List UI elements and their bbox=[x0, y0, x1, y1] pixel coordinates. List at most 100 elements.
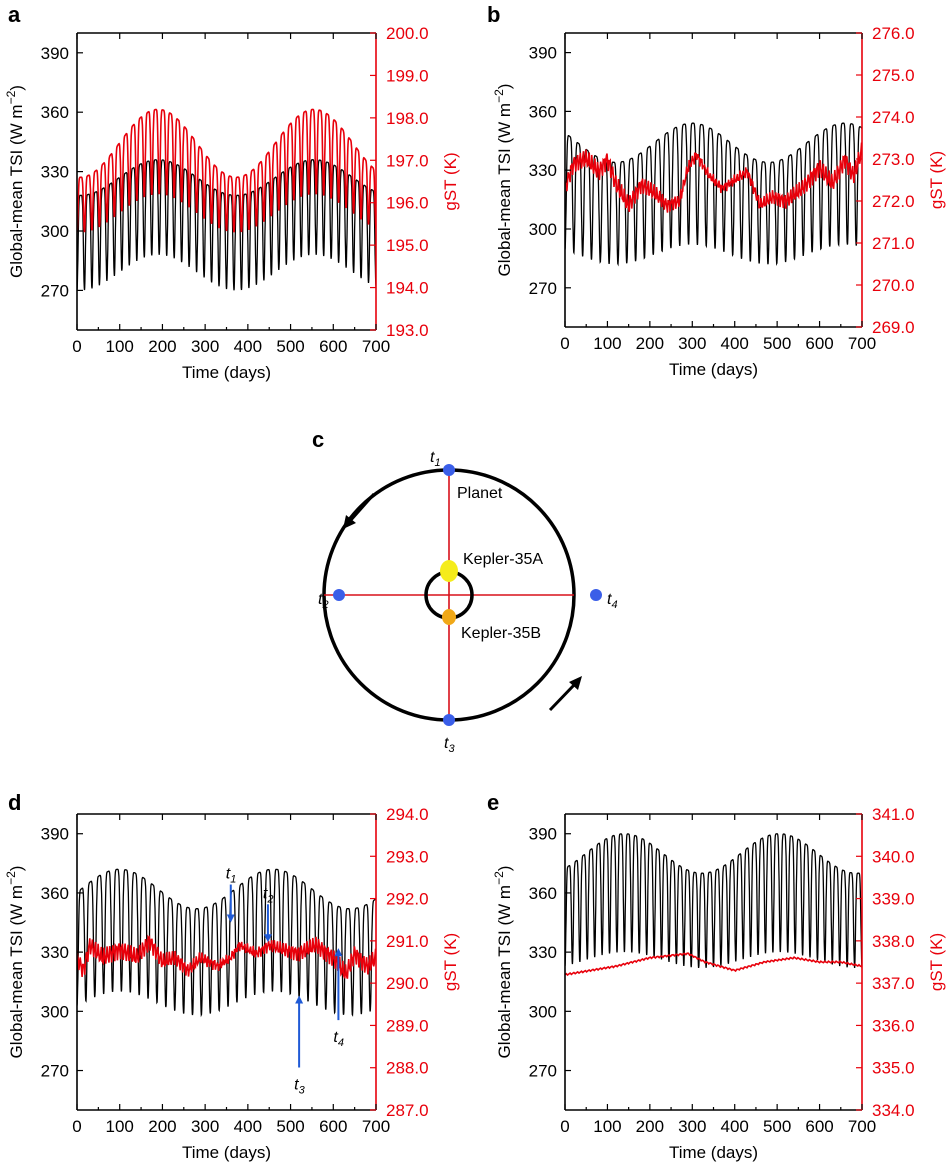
direction-arrow-bottom bbox=[548, 676, 582, 712]
t3-label: t3 bbox=[444, 735, 455, 755]
annotation-label-sub: 3 bbox=[299, 1085, 306, 1097]
x-tick-label: 400 bbox=[721, 334, 749, 353]
y2-tick-label: 335.0 bbox=[872, 1059, 915, 1078]
y-axis-label-sup: −2 bbox=[492, 871, 506, 885]
y2-tick-label: 337.0 bbox=[872, 974, 915, 993]
kepler-35b-star bbox=[442, 609, 456, 625]
y2-tick-label: 275.0 bbox=[872, 66, 915, 85]
planet-position-t2 bbox=[333, 589, 345, 601]
y2-tick-label: 338.0 bbox=[872, 932, 915, 951]
x-tick-label: 400 bbox=[721, 1117, 749, 1136]
y2-tick-label: 195.0 bbox=[386, 236, 429, 255]
x-tick-label: 500 bbox=[276, 337, 304, 356]
y-axis-label: Global-mean TSI (W m−2) bbox=[492, 84, 514, 277]
x-tick-label: 0 bbox=[560, 334, 569, 353]
t2-label: t2 bbox=[318, 591, 329, 611]
y-tick-label: 300 bbox=[41, 222, 69, 241]
y2-tick-label: 292.0 bbox=[386, 890, 429, 909]
series-line-tsi bbox=[77, 159, 376, 291]
y2-tick-label: 200.0 bbox=[386, 24, 429, 43]
y2-tick-label: 291.0 bbox=[386, 932, 429, 951]
y2-axis-label: gST (K) bbox=[927, 933, 946, 991]
x-tick-label: 100 bbox=[593, 334, 621, 353]
kepler-35a-star bbox=[440, 560, 458, 582]
annotation-label: t3 bbox=[294, 1077, 305, 1097]
y2-tick-label: 276.0 bbox=[872, 24, 915, 43]
x-tick-label: 600 bbox=[805, 334, 833, 353]
t4-label: t4 bbox=[607, 591, 618, 611]
y-axis-label: Global-mean TSI (W m−2) bbox=[492, 866, 514, 1059]
panel-letter-a: a bbox=[8, 2, 21, 27]
panel-letter-e: e bbox=[487, 790, 499, 815]
y2-axis-label: gST (K) bbox=[441, 152, 460, 210]
y2-tick-label: 293.0 bbox=[386, 847, 429, 866]
x-tick-label: 200 bbox=[148, 337, 176, 356]
annotation-arrow-head bbox=[226, 914, 235, 923]
chart-panel-b: b 0 100 200 300 400 500 600 700 270 300 330 360 390 26… bbox=[487, 2, 946, 379]
series-line-tsi bbox=[565, 833, 862, 968]
y-axis-label-close: ) bbox=[7, 85, 26, 91]
y-axis-label-close: ) bbox=[495, 866, 514, 872]
y2-tick-label: 288.0 bbox=[386, 1059, 429, 1078]
x-tick-label: 700 bbox=[362, 1117, 390, 1136]
y2-tick-label: 194.0 bbox=[386, 279, 429, 298]
y-tick-label: 330 bbox=[529, 943, 557, 962]
y-axis-label-main: Global-mean TSI (W m bbox=[495, 885, 514, 1059]
x-tick-label: 300 bbox=[191, 337, 219, 356]
y-axis-label-main: Global-mean TSI (W m bbox=[495, 103, 514, 277]
x-tick-label: 200 bbox=[636, 334, 664, 353]
planet-position-t1 bbox=[443, 464, 455, 476]
chart-panel-d: d 0 100 200 300 400 500 600 700 270 300 330 360 390 28… bbox=[4, 790, 460, 1162]
y-tick-label: 270 bbox=[41, 1062, 69, 1081]
y-axis-label-main: Global-mean TSI (W m bbox=[7, 104, 26, 278]
annotation-label-t: t bbox=[333, 1029, 338, 1046]
y2-tick-label: 269.0 bbox=[872, 318, 915, 337]
series-line-gst bbox=[565, 142, 862, 213]
series-group bbox=[565, 833, 862, 977]
annotation-arrow-head bbox=[334, 948, 343, 957]
annotation-label-t: t bbox=[226, 866, 231, 883]
y-axis-label-close: ) bbox=[495, 84, 514, 90]
x-axis-label: Time (days) bbox=[182, 363, 271, 382]
annotation-arrow-head bbox=[295, 995, 304, 1004]
chart-panel-e: e 0 100 200 300 400 500 600 700 270 300 330 360 390 33… bbox=[487, 790, 946, 1162]
y-tick-label: 390 bbox=[529, 44, 557, 63]
y-tick-label: 330 bbox=[529, 161, 557, 180]
x-tick-label: 200 bbox=[148, 1117, 176, 1136]
annotation-t2: t2 bbox=[263, 885, 274, 943]
y2-tick-label: 274.0 bbox=[872, 108, 915, 127]
annotation-label-sub: 1 bbox=[230, 874, 236, 886]
x-tick-label: 600 bbox=[319, 337, 347, 356]
y2-tick-label: 273.0 bbox=[872, 150, 915, 169]
y2-tick-label: 290.0 bbox=[386, 974, 429, 993]
y2-tick-label: 294.0 bbox=[386, 805, 429, 824]
planet-label: Planet bbox=[457, 485, 503, 502]
y2-axis-label: gST (K) bbox=[927, 151, 946, 209]
x-tick-label: 600 bbox=[805, 1117, 833, 1136]
panel-letter-c: c bbox=[312, 427, 324, 452]
kepler-35a-label: Kepler-35A bbox=[463, 551, 543, 568]
series-line-gst bbox=[565, 952, 862, 977]
y-axis-label: Global-mean TSI (W m−2) bbox=[4, 866, 26, 1059]
y2-tick-label: 198.0 bbox=[386, 109, 429, 128]
x-tick-label: 100 bbox=[593, 1117, 621, 1136]
annotation-t3: t3 bbox=[294, 995, 306, 1097]
x-axis-label: Time (days) bbox=[182, 1143, 271, 1162]
x-axis-label: Time (days) bbox=[669, 1143, 758, 1162]
x-tick-label: 700 bbox=[362, 337, 390, 356]
series-line-gst bbox=[77, 108, 376, 233]
y-tick-label: 270 bbox=[529, 1062, 557, 1081]
annotation-label-sub: 2 bbox=[266, 893, 273, 905]
y2-tick-label: 289.0 bbox=[386, 1016, 429, 1035]
x-tick-label: 600 bbox=[319, 1117, 347, 1136]
annotation-label-t: t bbox=[294, 1077, 299, 1094]
y2-tick-label: 272.0 bbox=[872, 192, 915, 211]
annotation-t4: t4 bbox=[333, 948, 344, 1049]
planet-position-t4 bbox=[590, 589, 602, 601]
x-tick-label: 500 bbox=[763, 334, 791, 353]
y2-tick-label: 336.0 bbox=[872, 1016, 915, 1035]
annotation-t1: t1 bbox=[226, 866, 236, 923]
t1-label: t1 bbox=[430, 449, 441, 469]
orbit-diagram: c Planet Kepler-35A Kepler-35B t1 t2 t3 … bbox=[312, 427, 618, 755]
